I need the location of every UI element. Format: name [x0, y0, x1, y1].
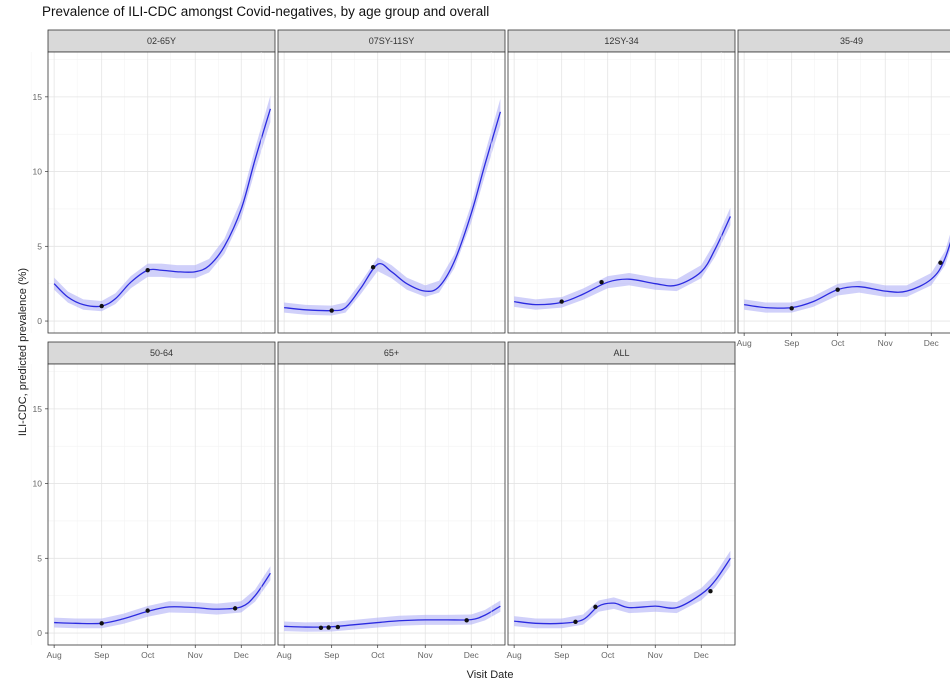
data-point	[789, 306, 794, 311]
data-point	[99, 621, 104, 626]
panel-border	[507, 363, 736, 646]
series-line	[284, 605, 501, 628]
panel-07sy-11sy: 07SY-11SY	[260, 29, 506, 334]
y-tick-label: 5	[37, 241, 42, 251]
x-tick-label: Aug	[507, 650, 522, 660]
panel-strip-label: 02-65Y	[147, 36, 176, 46]
data-point	[370, 265, 376, 270]
panel-50-64: 50-64 0 5 10 15 Aug Sep Oct Nov Dec	[30, 341, 276, 660]
confidence-band	[54, 566, 271, 629]
panel-65-: 65+ Aug Sep Oct Nov Dec	[260, 341, 506, 660]
confidence-band	[514, 550, 731, 629]
data-point	[835, 287, 840, 292]
panel-strip-label: 65+	[384, 348, 399, 358]
data-point	[938, 260, 943, 265]
data-point	[145, 268, 150, 273]
confidence-band	[514, 207, 731, 310]
panel-all: ALL Aug Sep Oct Nov Dec	[490, 341, 736, 660]
x-tick-label: Aug	[277, 650, 292, 660]
y-axis-title: ILI-CDC, predicted prevalence (%)	[17, 268, 29, 436]
y-tick-label: 10	[33, 167, 43, 177]
y-tick-label: 0	[37, 316, 42, 326]
data-point	[99, 303, 104, 309]
panel-border	[277, 51, 506, 334]
x-tick-label: Nov	[648, 650, 664, 660]
x-tick-label: Nov	[878, 338, 894, 348]
data-point	[145, 608, 150, 613]
x-tick-label: Oct	[141, 650, 155, 660]
chart-title: Prevalence of ILI-CDC amongst Covid-nega…	[42, 4, 489, 19]
panels-group: 02-65Y 0 5 10 15 07SY-11SY 12SY-34 35-49 Aug Sep O…	[30, 29, 950, 660]
data-point	[464, 618, 469, 623]
data-point	[708, 588, 713, 594]
panel-border	[47, 51, 276, 334]
panel-strip-label: 50-64	[150, 348, 173, 358]
panel-35-49: 35-49 Aug Sep Oct Nov Dec	[720, 29, 950, 348]
panel-12sy-34: 12SY-34	[490, 29, 736, 334]
data-point	[599, 279, 604, 285]
x-tick-label: Sep	[94, 650, 109, 660]
x-tick-label: Dec	[924, 338, 940, 348]
data-point	[593, 604, 598, 610]
data-point	[335, 624, 341, 630]
series-line	[514, 216, 731, 306]
series-line	[53, 108, 272, 308]
y-tick-label: 15	[33, 92, 43, 102]
series-line	[54, 572, 271, 625]
panel-strip-label: 12SY-34	[604, 36, 638, 46]
x-tick-label: Dec	[694, 650, 710, 660]
series-line	[744, 241, 950, 309]
panel-02-65y: 02-65Y 0 5 10 15	[30, 29, 276, 334]
panel-border	[47, 363, 276, 646]
panel-background	[48, 364, 275, 645]
x-tick-label: Nov	[418, 650, 434, 660]
panel-border	[507, 51, 736, 334]
series-line	[514, 557, 731, 625]
confidence-band	[744, 234, 950, 313]
panel-background	[278, 52, 505, 333]
x-tick-label: Oct	[601, 650, 615, 660]
data-point	[318, 625, 324, 631]
confidence-band	[284, 600, 501, 632]
y-tick-label: 0	[37, 628, 42, 638]
panel-border	[737, 51, 950, 334]
x-tick-label: Nov	[188, 650, 204, 660]
panel-border	[277, 363, 506, 646]
data-point	[559, 299, 564, 304]
data-point	[232, 606, 238, 611]
y-tick-label: 15	[33, 404, 43, 414]
x-tick-label: Dec	[464, 650, 480, 660]
panel-background	[278, 364, 505, 645]
x-tick-label: Oct	[371, 650, 385, 660]
x-axis-title: Visit Date	[467, 669, 514, 681]
data-point	[573, 619, 578, 625]
y-tick-label: 10	[33, 479, 43, 489]
x-tick-label: Aug	[737, 338, 752, 348]
x-tick-label: Oct	[831, 338, 845, 348]
data-point	[326, 625, 331, 630]
x-tick-label: Dec	[234, 650, 250, 660]
panel-strip-label: ALL	[613, 348, 629, 358]
x-tick-label: Sep	[784, 338, 799, 348]
x-tick-label: Aug	[47, 650, 62, 660]
x-tick-label: Sep	[554, 650, 569, 660]
panel-strip-label: 35-49	[840, 36, 863, 46]
y-tick-label: 5	[37, 553, 42, 563]
panel-strip-label: 07SY-11SY	[369, 36, 415, 46]
x-tick-label: Sep	[324, 650, 339, 660]
panel-background	[48, 52, 275, 333]
data-point	[329, 308, 334, 313]
